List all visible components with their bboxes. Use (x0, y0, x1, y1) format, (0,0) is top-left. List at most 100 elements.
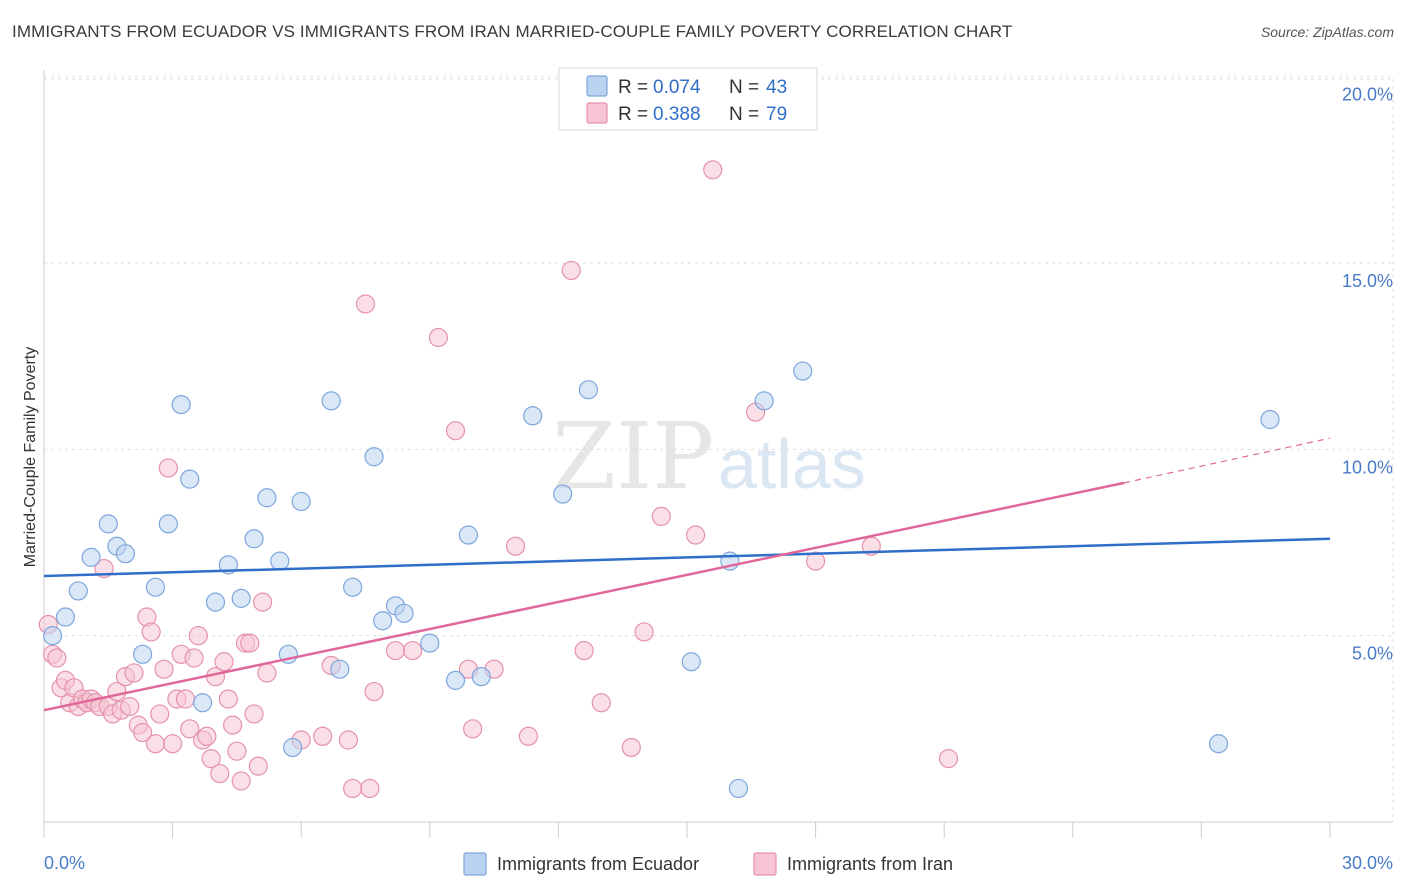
iran-point (158, 458, 178, 478)
ecuador-point (471, 667, 491, 687)
iran-point (403, 640, 423, 661)
ecuador-point (171, 394, 191, 415)
x-tick-labels: 0.0% 30.0% (44, 853, 1393, 873)
ecuador-point (145, 577, 166, 597)
iran-point (150, 704, 170, 724)
ecuador-point (55, 607, 76, 627)
iran-point (124, 663, 144, 683)
iran-point (463, 719, 483, 739)
iran-point (253, 592, 273, 612)
iran-point (651, 506, 671, 527)
ecuador-point (793, 361, 813, 381)
iran-point (180, 719, 200, 739)
iran-point (338, 730, 358, 750)
y-tick-label: 20.0% (1342, 85, 1393, 105)
iran-point (561, 260, 581, 281)
iran-point (343, 778, 363, 799)
iran-point (518, 726, 538, 746)
iran-point (197, 726, 217, 746)
ecuador-point (270, 551, 290, 571)
ecuador-point (1208, 734, 1229, 754)
legend-r-label-ecuador: R = (618, 77, 648, 98)
iran-point (163, 734, 183, 754)
legend-r-value-ecuador: 0.074 (653, 77, 701, 98)
iran-point (703, 160, 723, 180)
legend-swatch-ecuador (586, 75, 608, 97)
iran-point (120, 696, 140, 717)
ecuador-point (420, 633, 440, 653)
series-legend: Immigrants from Ecuador Immigrants from … (463, 852, 953, 876)
y-tick-label: 15.0% (1342, 271, 1393, 291)
legend-r-label-iran: R = (618, 104, 648, 125)
iran-point (574, 640, 594, 661)
iran-point (505, 536, 526, 556)
iran-point (201, 749, 221, 769)
ecuador-point (98, 514, 118, 534)
ecuador-point (291, 491, 311, 512)
x-tick-label-min: 0.0% (44, 853, 85, 873)
ecuador-point (158, 514, 178, 534)
ecuador-point (193, 693, 213, 713)
iran-point (175, 689, 196, 709)
iran-point (364, 681, 384, 702)
iran-point (223, 715, 243, 735)
ecuador-point (754, 391, 774, 411)
iran-point (805, 551, 826, 571)
series-legend-label-ecuador: Immigrants from Ecuador (497, 854, 699, 874)
ecuador-point (364, 447, 384, 467)
series-legend-swatch-iran (753, 852, 777, 876)
iran-point (360, 778, 380, 799)
y-tick-labels: 5.0% 10.0% 15.0% 20.0% (1342, 85, 1393, 664)
axes (43, 70, 1393, 838)
iran-point (227, 741, 247, 761)
ecuador-point (681, 652, 701, 672)
ecuador-point (1260, 409, 1280, 430)
iran-point (257, 663, 277, 683)
iran-point (591, 693, 611, 713)
iran-point (938, 749, 959, 769)
ecuador-point (553, 484, 573, 504)
iran-point (218, 689, 238, 709)
y-tick-label: 10.0% (1342, 457, 1393, 477)
legend-n-value-iran: 79 (766, 104, 787, 125)
iran-point (428, 327, 448, 348)
ecuador-point (523, 406, 543, 426)
iran-point (184, 648, 204, 668)
ecuador-point (321, 391, 341, 411)
y-tick-label: 5.0% (1352, 644, 1393, 664)
iran-point (621, 737, 641, 758)
legend-n-value-ecuador: 43 (766, 77, 787, 98)
ecuador-point (231, 588, 251, 608)
chart-source: Source: ZipAtlas.com (1260, 24, 1394, 40)
iran-point (210, 763, 230, 784)
iran-point (355, 294, 376, 314)
iran-point (248, 756, 268, 776)
iran-trend-line-extension (1124, 437, 1331, 484)
ecuador-point (394, 603, 414, 623)
iran-point (385, 640, 406, 661)
iran-point (634, 622, 654, 642)
ecuador-point (132, 644, 153, 664)
series-legend-swatch-ecuador (463, 852, 487, 876)
iran-point (244, 704, 264, 724)
iran-point (132, 722, 153, 743)
iran-point (154, 659, 174, 679)
ecuador-point (728, 778, 749, 799)
iran-point (145, 734, 166, 754)
iran-point (188, 626, 208, 646)
ecuador-points (42, 361, 1280, 799)
iran-point (231, 771, 251, 791)
ecuador-point (445, 670, 466, 690)
ecuador-point (42, 626, 63, 646)
y-axis-label: Married-Couple Family Poverty (22, 347, 39, 568)
ecuador-point (343, 577, 363, 597)
ecuador-point (578, 380, 599, 400)
ecuador-point (180, 469, 200, 489)
legend-n-label-iran: N = (729, 104, 759, 125)
ecuador-point (81, 547, 101, 567)
iran-point (47, 648, 67, 668)
ecuador-point (257, 488, 277, 508)
iran-point (141, 622, 161, 642)
ecuador-point (115, 544, 136, 564)
